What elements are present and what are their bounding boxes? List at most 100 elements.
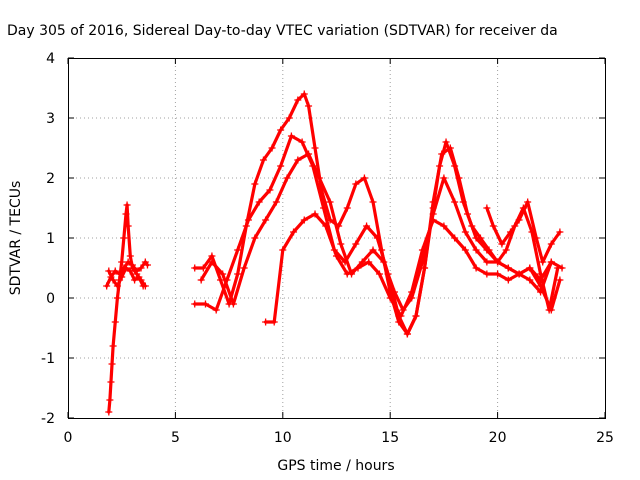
y-tick-label: -2 [41, 411, 55, 427]
y-tick-label: -1 [41, 351, 55, 367]
series-trace [360, 248, 375, 264]
series-trace [528, 266, 543, 282]
series-trace [253, 218, 268, 240]
series-trace [397, 314, 409, 336]
series-trace [120, 236, 126, 264]
series-trace [414, 266, 427, 318]
series-trace [463, 230, 478, 252]
y-tick-label: 3 [46, 111, 55, 127]
series-trace [306, 152, 321, 180]
series-trace [463, 248, 478, 270]
series-trace [453, 200, 467, 234]
series-trace [257, 188, 272, 204]
series-trace [377, 272, 392, 300]
series-trace [549, 278, 562, 312]
series-trace [264, 200, 278, 222]
series-trace [474, 236, 489, 252]
x-tick-label: 20 [489, 430, 507, 446]
series-trace [420, 218, 435, 252]
series-trace [287, 98, 300, 120]
series-trace [367, 260, 382, 276]
series-trace [431, 176, 446, 216]
series-trace [442, 176, 457, 204]
series-trace [345, 266, 360, 276]
series-trace [339, 242, 354, 276]
series-trace [534, 236, 545, 264]
series-trace [392, 290, 405, 312]
series-trace [547, 266, 560, 312]
series-trace [474, 248, 489, 264]
series-trace [306, 104, 317, 150]
series-trace [274, 176, 289, 204]
series-trace [199, 260, 214, 282]
series-trace [506, 266, 521, 276]
series-trace [311, 164, 326, 210]
series-trace [354, 224, 369, 246]
series-trace [521, 206, 534, 234]
series-trace [115, 275, 124, 288]
series-trace [478, 236, 491, 252]
series-trace [517, 200, 530, 222]
series-trace [431, 152, 444, 204]
series-trace [530, 230, 543, 276]
series-trace [410, 248, 425, 294]
series-trace [399, 290, 414, 318]
series-trace [210, 260, 225, 276]
data-point [547, 258, 555, 266]
series-trace [302, 212, 317, 222]
series-trace [107, 269, 115, 282]
series-trace [313, 212, 328, 228]
series-trace [526, 200, 538, 240]
series-trace [120, 266, 128, 279]
series-trace [382, 260, 397, 294]
x-tick-label: 10 [274, 430, 292, 446]
series-trace [453, 236, 467, 252]
series-trace [246, 200, 261, 222]
x-tick-label: 25 [596, 430, 614, 446]
series-trace [405, 314, 418, 336]
series-trace [500, 230, 513, 246]
series-trace [448, 146, 461, 180]
series-trace [285, 158, 300, 180]
series-trace [334, 254, 349, 276]
x-tick-label: 5 [171, 430, 180, 446]
series-trace [364, 224, 379, 240]
axis-ticks [67, 57, 606, 419]
series-trace [218, 278, 231, 306]
series-trace [345, 182, 358, 210]
data-points [103, 90, 566, 416]
series-trace [506, 272, 521, 282]
series-trace [319, 188, 332, 222]
data-point [143, 261, 151, 269]
series-trace [474, 266, 489, 276]
x-tick-label: 15 [381, 430, 399, 446]
series-trace [508, 218, 521, 234]
series-trace [324, 224, 339, 258]
series-trace [201, 254, 214, 270]
series-trace [371, 248, 386, 264]
data-point [556, 228, 564, 236]
series-trace [496, 272, 510, 282]
series-trace [113, 296, 120, 324]
series-trace [362, 176, 375, 204]
series-trace [291, 218, 306, 234]
x-tick-labels: 0 5 10 15 20 25 [64, 430, 614, 446]
series-trace [281, 230, 296, 252]
series-trace [485, 206, 495, 228]
data-point [139, 282, 147, 290]
series-trace [388, 296, 403, 318]
series-trace [253, 158, 266, 186]
series-trace [457, 176, 470, 216]
series-trace [549, 260, 564, 270]
series-trace [337, 206, 349, 228]
series-trace [465, 212, 478, 240]
series-trace [496, 260, 510, 270]
series-trace [302, 92, 311, 108]
data-point [558, 264, 566, 272]
series-trace [221, 272, 235, 306]
series-trace [203, 302, 218, 312]
series-trace [538, 260, 553, 282]
series-trace [517, 266, 532, 276]
x-tick-label: 0 [64, 430, 73, 446]
